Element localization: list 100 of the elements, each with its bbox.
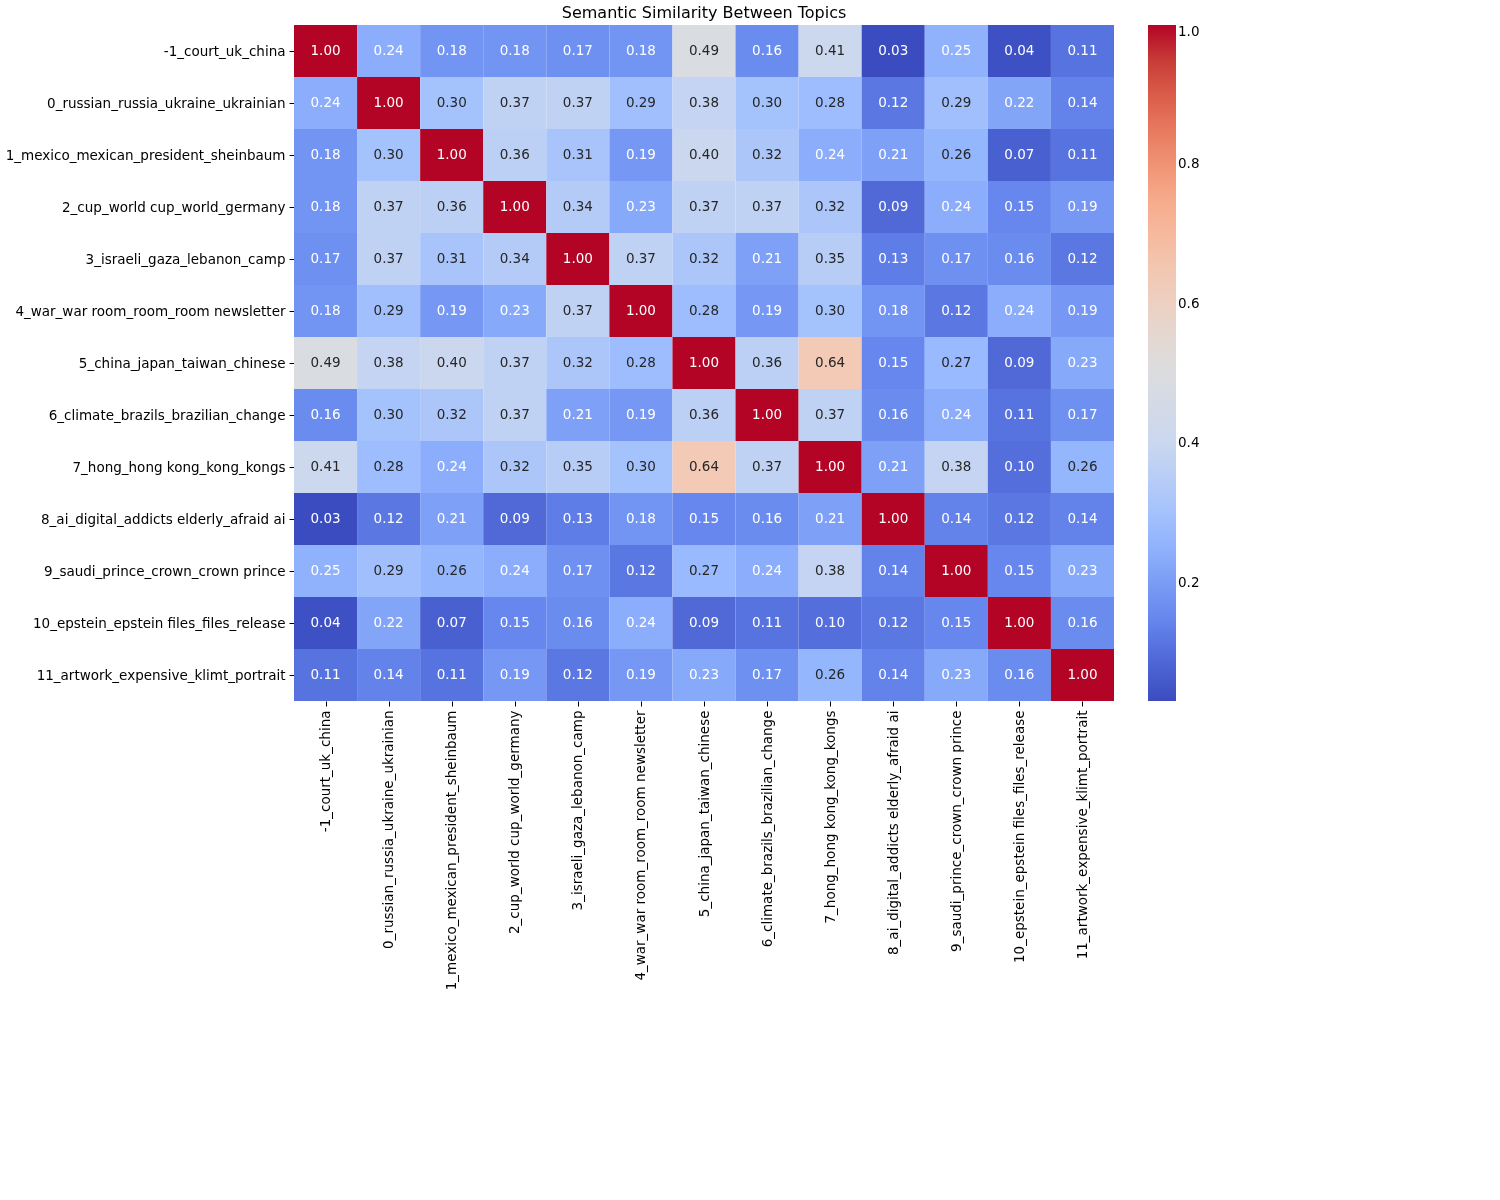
y-tick-label: 4_war_war room_room_room newsletter	[15, 302, 286, 319]
data-label: 0.29	[941, 94, 972, 110]
data-label: 0.18	[499, 42, 530, 58]
y-tick-label: 6_climate_brazils_brazilian_change	[48, 406, 286, 423]
data-label: 0.24	[373, 42, 404, 58]
data-label: 0.37	[688, 198, 720, 214]
data-label: 0.64	[815, 354, 846, 370]
data-label: 1.00	[310, 42, 341, 58]
data-label: 0.13	[878, 250, 909, 266]
data-label: 0.24	[1004, 302, 1035, 318]
data-label: 0.32	[752, 146, 783, 162]
x-tick-label: 3_israeli_gaza_lebanon_camp	[569, 710, 586, 911]
y-tick-label: 2_cup_world cup_world_germany	[62, 198, 286, 215]
data-label: 0.19	[625, 146, 656, 162]
data-label: 0.29	[625, 94, 656, 110]
data-label: 0.38	[688, 94, 720, 110]
data-label: 0.03	[878, 42, 909, 58]
data-label: 0.37	[499, 406, 530, 422]
data-label: 0.26	[1067, 458, 1098, 474]
data-label: 0.19	[625, 666, 656, 682]
y-tick-label: 7_hong_hong kong_kong_kongs	[72, 458, 286, 475]
data-label: 0.19	[436, 302, 467, 318]
data-label: 0.37	[373, 198, 404, 214]
data-label: 0.18	[310, 302, 341, 318]
data-label: 0.32	[688, 250, 720, 266]
data-label: 0.23	[499, 302, 530, 318]
data-label: 0.21	[752, 250, 783, 266]
x-tick-label: 10_epstein_epstein files_files_release	[1010, 710, 1027, 964]
data-label: 0.15	[1004, 198, 1035, 214]
data-label: 0.24	[941, 198, 972, 214]
data-label: 0.26	[815, 666, 846, 682]
data-label: 0.27	[941, 354, 972, 370]
y-tick-label: 11_artwork_expensive_klimt_portrait	[36, 666, 286, 683]
data-label: 0.15	[878, 354, 909, 370]
data-label: 0.12	[1004, 510, 1035, 526]
data-label: 0.22	[1004, 94, 1035, 110]
data-label: 0.18	[436, 42, 467, 58]
data-label: 0.17	[941, 250, 972, 266]
data-label: 0.14	[878, 666, 909, 682]
data-label: 1.00	[752, 406, 783, 422]
data-label: 0.37	[499, 94, 530, 110]
data-label: 0.36	[436, 198, 467, 214]
color-bar-label: 0.2	[1178, 573, 1200, 590]
data-label: 0.32	[499, 458, 530, 474]
data-label: 0.16	[752, 42, 783, 58]
data-label: 0.38	[941, 458, 972, 474]
y-tick-label: 3_israeli_gaza_lebanon_camp	[85, 250, 286, 267]
data-label: 0.04	[310, 614, 341, 630]
data-label: 0.26	[436, 562, 467, 578]
color-bar-label: 0.4	[1178, 434, 1200, 451]
data-label: 0.09	[499, 510, 530, 526]
data-label: 0.17	[1067, 406, 1098, 422]
data-label: 0.18	[625, 510, 656, 526]
data-label: 0.11	[310, 666, 341, 682]
data-label: 0.41	[815, 42, 846, 58]
data-label: 0.37	[562, 302, 593, 318]
data-label: 0.12	[625, 562, 656, 578]
x-tick-label: 2_cup_world cup_world_germany	[506, 710, 523, 934]
data-label: 0.14	[1067, 510, 1098, 526]
data-label: 0.17	[562, 562, 593, 578]
data-label: 0.37	[625, 250, 656, 266]
data-label: 0.21	[562, 406, 593, 422]
data-label: 0.12	[562, 666, 593, 682]
data-label: 0.37	[499, 354, 530, 370]
data-label: 0.09	[688, 614, 720, 630]
data-label: 0.14	[878, 562, 909, 578]
data-label: 0.12	[1067, 250, 1098, 266]
data-label: 0.19	[1067, 198, 1098, 214]
data-label: 0.09	[878, 198, 909, 214]
data-label: 0.11	[1067, 146, 1098, 162]
data-label: 0.17	[752, 666, 783, 682]
data-label: 0.31	[562, 146, 593, 162]
data-label: 0.07	[1004, 146, 1035, 162]
data-label: 0.29	[373, 562, 404, 578]
data-label: 0.18	[310, 198, 341, 214]
data-label: 0.21	[436, 510, 467, 526]
data-label: 0.21	[878, 458, 909, 474]
data-label: 0.14	[1067, 94, 1098, 110]
data-label: 0.36	[752, 354, 783, 370]
data-label: 0.22	[373, 614, 404, 630]
data-label: 0.19	[1067, 302, 1098, 318]
color-bar-label: 1.0	[1178, 23, 1200, 39]
data-label: 0.23	[625, 198, 656, 214]
data-label: 1.00	[373, 94, 404, 110]
data-label: 0.26	[941, 146, 972, 162]
data-label: 0.11	[1004, 406, 1035, 422]
data-label: 0.36	[499, 146, 530, 162]
data-label: 0.30	[815, 302, 846, 318]
data-label: 0.16	[752, 510, 783, 526]
data-label: 0.28	[625, 354, 656, 370]
data-label: 1.00	[1004, 614, 1035, 630]
data-label: 0.35	[815, 250, 846, 266]
data-label: 0.30	[373, 146, 404, 162]
data-label: 0.12	[941, 302, 972, 318]
data-label: 0.17	[562, 42, 593, 58]
data-label: 0.30	[625, 458, 656, 474]
data-label: 0.16	[878, 406, 909, 422]
chart-title: Semantic Similarity Between Topics	[561, 3, 847, 22]
data-label: 0.25	[941, 42, 972, 58]
data-label: 0.19	[499, 666, 530, 682]
